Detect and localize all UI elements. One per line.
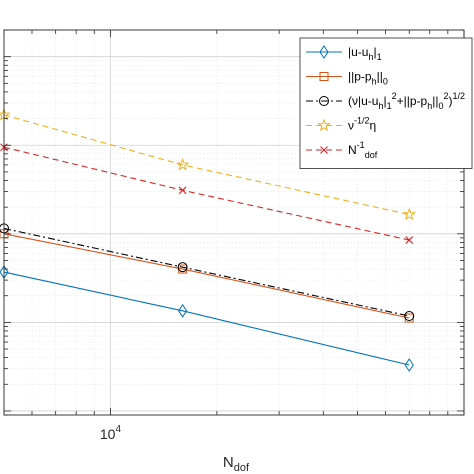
star-marker [402, 207, 416, 221]
series-line [3, 227, 410, 317]
legend-box [299, 37, 473, 169]
legend: |u-uh|1 ||p-ph||0 (ν|u-uh|12+||p-ph||02)1/… [299, 37, 473, 169]
circle-marker [177, 262, 188, 273]
circle-marker [319, 96, 329, 106]
legend-entry: |u-uh|1 [306, 45, 382, 62]
star-marker [176, 157, 190, 171]
series-3 [0, 223, 415, 322]
legend-label: ||p-ph||0 [348, 70, 388, 87]
series-line [3, 114, 410, 216]
series-1 [0, 265, 414, 372]
legend-label: ν-1/2η [348, 116, 376, 133]
square-marker [319, 72, 329, 81]
x-marker [320, 146, 328, 154]
x-axis-label-subscript: dof [234, 462, 250, 474]
axes-box [3, 29, 465, 416]
x-axis-label: Ndof [223, 454, 250, 474]
circle-marker [404, 311, 415, 322]
series-2 [0, 229, 414, 323]
star-marker [317, 118, 331, 132]
legend-label: N-1dof [348, 140, 378, 160]
series-line [3, 233, 410, 319]
data-series [0, 107, 416, 372]
legend-entry: N-1dof [306, 140, 378, 160]
star-marker [0, 107, 11, 121]
series-line [3, 271, 410, 366]
legend-entry: (ν|u-uh|12+||p-ph||02)1/2 [306, 91, 465, 111]
x-tick-label: 104 [100, 424, 122, 442]
x-marker [405, 236, 414, 244]
legend-label: (ν|u-uh|12+||p-ph||02)1/2 [348, 91, 465, 111]
legend-entry: ||p-ph||0 [306, 70, 388, 87]
diamond-marker [319, 45, 329, 59]
legend-entry: ν-1/2η [306, 116, 376, 133]
diamond-marker [404, 358, 414, 372]
legend-label: |u-uh|1 [348, 45, 382, 62]
diamond-marker [178, 303, 188, 318]
x-marker [178, 186, 187, 195]
